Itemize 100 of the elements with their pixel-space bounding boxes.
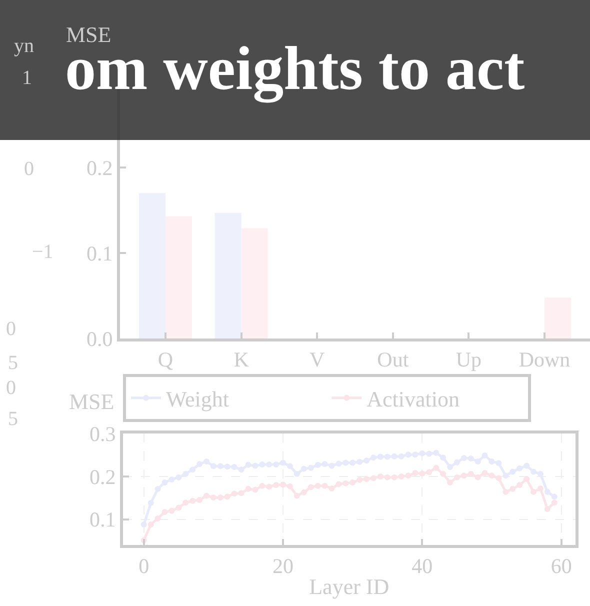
point (419, 450, 426, 456)
point (510, 486, 516, 492)
point (176, 474, 182, 480)
point (273, 482, 280, 488)
point (537, 470, 544, 477)
point (356, 458, 363, 465)
point (300, 466, 307, 472)
point (474, 474, 481, 480)
point (252, 462, 258, 469)
bar (241, 228, 268, 339)
point (454, 474, 460, 480)
point (510, 468, 516, 475)
point (384, 474, 390, 480)
point (537, 485, 544, 492)
point (370, 475, 376, 482)
point (440, 454, 446, 461)
point (398, 473, 404, 480)
point (148, 500, 154, 506)
bar (165, 216, 192, 339)
point (377, 473, 384, 480)
point (217, 463, 224, 470)
point (412, 470, 418, 476)
point (280, 482, 286, 488)
point (482, 452, 488, 458)
point (460, 455, 467, 462)
point (370, 454, 376, 461)
point (530, 488, 536, 495)
point (294, 492, 300, 499)
point (482, 470, 488, 476)
point (154, 515, 161, 522)
point (238, 490, 244, 496)
point (294, 470, 300, 477)
text: 1 (22, 67, 32, 89)
point (308, 464, 314, 471)
point (210, 494, 216, 500)
bar (544, 297, 572, 339)
point (252, 486, 258, 493)
point (551, 500, 558, 506)
point (273, 461, 280, 468)
point (224, 464, 230, 470)
point (182, 500, 189, 506)
point (148, 521, 154, 528)
point (231, 464, 238, 470)
point (154, 486, 161, 492)
point (196, 461, 203, 468)
point (524, 462, 530, 469)
text: yn (14, 35, 34, 57)
point (433, 464, 440, 471)
point (468, 455, 474, 462)
point (356, 476, 363, 483)
point (140, 521, 147, 528)
point (364, 476, 370, 482)
point (544, 488, 550, 495)
point (460, 472, 467, 479)
point (342, 480, 349, 486)
bar (138, 193, 166, 339)
point (286, 463, 293, 470)
point (266, 484, 272, 490)
point (314, 462, 321, 468)
point (196, 497, 203, 504)
point (190, 466, 196, 473)
point (203, 458, 210, 464)
point (168, 508, 175, 514)
point (162, 509, 168, 516)
point (384, 454, 390, 460)
point (280, 460, 286, 466)
point (502, 472, 509, 479)
point (447, 464, 454, 470)
point (350, 460, 356, 466)
point (182, 470, 189, 477)
point (391, 453, 398, 460)
point (238, 466, 244, 473)
point (419, 470, 426, 476)
point (426, 450, 432, 457)
point (433, 450, 440, 456)
point (440, 470, 446, 477)
point (405, 472, 412, 479)
point (530, 468, 536, 475)
point (245, 462, 252, 468)
point (286, 483, 293, 490)
point (447, 479, 454, 486)
point (398, 453, 404, 460)
point (322, 461, 328, 468)
point (328, 485, 335, 492)
point (364, 458, 370, 464)
point (502, 488, 509, 495)
point (336, 460, 342, 467)
point (524, 476, 530, 482)
point (203, 492, 210, 499)
point (468, 470, 474, 477)
point (496, 475, 502, 482)
point (516, 465, 523, 472)
point (162, 479, 168, 486)
point (266, 461, 272, 468)
point (391, 474, 398, 480)
point (377, 454, 384, 460)
point (300, 489, 307, 496)
point (259, 461, 266, 468)
point (231, 490, 238, 497)
point (516, 482, 523, 488)
